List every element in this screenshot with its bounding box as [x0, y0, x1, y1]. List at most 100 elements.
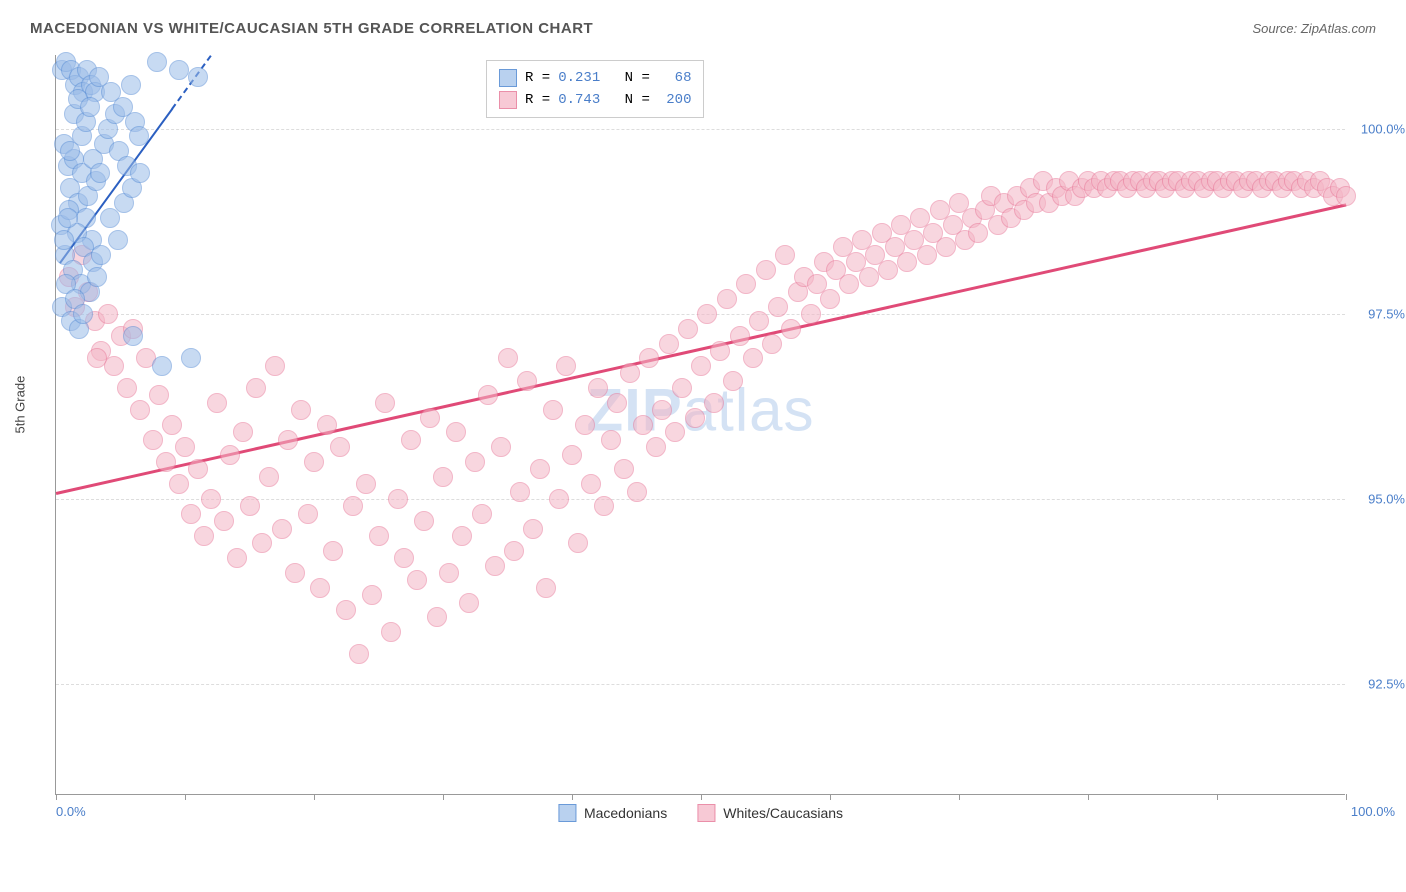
data-point: [897, 252, 917, 272]
data-point: [123, 326, 143, 346]
x-tick: [314, 794, 315, 800]
data-point: [54, 230, 74, 250]
data-point: [98, 304, 118, 324]
data-point: [91, 245, 111, 265]
data-point: [646, 437, 666, 457]
x-tick-label-right: 100.0%: [1351, 804, 1395, 819]
data-point: [246, 378, 266, 398]
data-point: [459, 593, 479, 613]
x-tick: [830, 794, 831, 800]
data-point: [768, 297, 788, 317]
swatch-whites: [499, 91, 517, 109]
chart-header: MACEDONIAN VS WHITE/CAUCASIAN 5TH GRADE …: [30, 20, 1376, 37]
data-point: [633, 415, 653, 435]
grid-line: [56, 684, 1345, 685]
data-point: [517, 371, 537, 391]
data-point: [381, 622, 401, 642]
data-point: [762, 334, 782, 354]
data-point: [369, 526, 389, 546]
grid-line: [56, 129, 1345, 130]
data-point: [143, 430, 163, 450]
data-point: [207, 393, 227, 413]
x-tick: [1217, 794, 1218, 800]
legend-item-macedonians: Macedonians: [558, 804, 667, 822]
data-point: [336, 600, 356, 620]
data-point: [588, 378, 608, 398]
data-point: [594, 496, 614, 516]
data-point: [58, 208, 78, 228]
data-point: [87, 348, 107, 368]
data-point: [181, 348, 201, 368]
trend-line-whites: [56, 203, 1347, 494]
data-point: [233, 422, 253, 442]
data-point: [181, 504, 201, 524]
x-tick: [443, 794, 444, 800]
data-point: [936, 237, 956, 257]
data-point: [749, 311, 769, 331]
chart-title: MACEDONIAN VS WHITE/CAUCASIAN 5TH GRADE …: [30, 20, 593, 37]
data-point: [581, 474, 601, 494]
data-point: [156, 452, 176, 472]
data-point: [717, 289, 737, 309]
series-name-whites: Whites/Caucasians: [723, 805, 843, 821]
data-point: [362, 585, 382, 605]
data-point: [781, 319, 801, 339]
x-tick: [1346, 794, 1347, 800]
data-point: [129, 126, 149, 146]
data-point: [704, 393, 724, 413]
legend-row-macedonians: R = 0.231 N = 68: [499, 67, 691, 89]
data-point: [485, 556, 505, 576]
data-point: [401, 430, 421, 450]
r-value-whites: 0.743: [558, 92, 600, 108]
data-point: [80, 97, 100, 117]
data-point: [878, 260, 898, 280]
data-point: [349, 644, 369, 664]
data-point: [601, 430, 621, 450]
data-point: [310, 578, 330, 598]
data-point: [710, 341, 730, 361]
x-tick: [959, 794, 960, 800]
data-point: [130, 163, 150, 183]
data-point: [285, 563, 305, 583]
data-point: [659, 334, 679, 354]
data-point: [169, 474, 189, 494]
data-point: [439, 563, 459, 583]
data-point: [775, 245, 795, 265]
data-point: [543, 400, 563, 420]
data-point: [73, 304, 93, 324]
data-point: [685, 408, 705, 428]
data-point: [556, 356, 576, 376]
data-point: [420, 408, 440, 428]
data-point: [452, 526, 472, 546]
data-point: [407, 570, 427, 590]
data-point: [130, 400, 150, 420]
data-point: [536, 578, 556, 598]
x-tick: [701, 794, 702, 800]
data-point: [446, 422, 466, 442]
data-point: [820, 289, 840, 309]
data-point: [620, 363, 640, 383]
data-point: [323, 541, 343, 561]
data-point: [575, 415, 595, 435]
scatter-chart: ZIPatlas R = 0.231 N = 68 R = 0.743 N = …: [55, 55, 1345, 795]
data-point: [162, 415, 182, 435]
data-point: [562, 445, 582, 465]
legend-item-whites: Whites/Caucasians: [697, 804, 843, 822]
swatch-macedonians-bottom: [558, 804, 576, 822]
data-point: [388, 489, 408, 509]
data-point: [394, 548, 414, 568]
data-point: [330, 437, 350, 457]
x-tick: [572, 794, 573, 800]
y-tick-label: 92.5%: [1368, 677, 1405, 692]
data-point: [375, 393, 395, 413]
n-label: N =: [625, 70, 650, 86]
n-value-macedonians: 68: [658, 70, 692, 86]
x-tick: [185, 794, 186, 800]
data-point: [723, 371, 743, 391]
data-point: [414, 511, 434, 531]
data-point: [691, 356, 711, 376]
data-point: [498, 348, 518, 368]
data-point: [272, 519, 292, 539]
r-value-macedonians: 0.231: [558, 70, 600, 86]
stats-legend: R = 0.231 N = 68 R = 0.743 N = 200: [486, 60, 704, 118]
